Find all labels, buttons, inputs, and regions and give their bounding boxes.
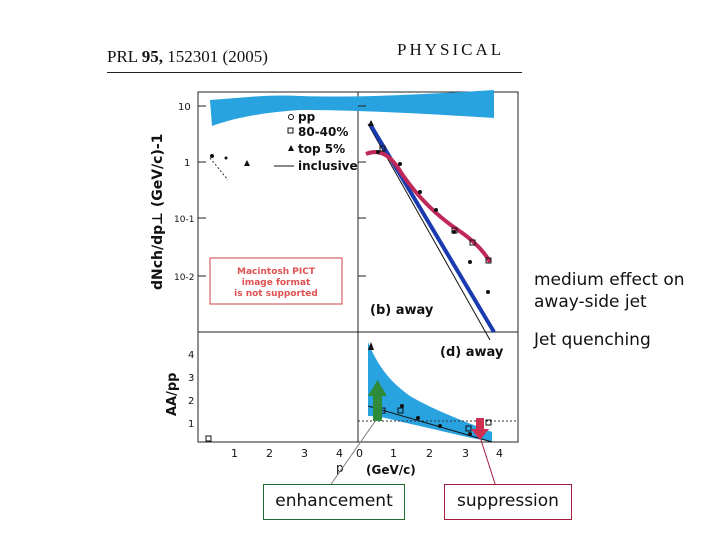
svg-text:1: 1 xyxy=(231,447,238,460)
panel-d-label: (d) away xyxy=(440,345,504,360)
panel-a-dash xyxy=(209,157,229,181)
svg-text:0: 0 xyxy=(356,447,363,460)
bottom-y-ticks: 4 3 2 1 xyxy=(188,350,194,430)
legend-pp: pp xyxy=(298,110,316,124)
suppression-label: suppression xyxy=(444,484,572,520)
enhancement-label: enhancement xyxy=(263,484,405,520)
inclusive-line xyxy=(367,123,491,341)
journal-prefix: PRL xyxy=(107,47,138,66)
panel-d-trend xyxy=(367,405,493,443)
svg-text:Macintosh PICT: Macintosh PICT xyxy=(237,267,316,277)
suppression-connector xyxy=(480,439,498,491)
legend: pp 80-40% top 5% inclusive xyxy=(274,110,358,173)
legend-80-40: 80-40% xyxy=(298,125,348,139)
journal-citation: PRL 95, 152301 (2005) xyxy=(107,47,268,67)
tick-10: 10 xyxy=(178,102,191,113)
panel-b-open-points xyxy=(379,145,492,264)
panel-d-frame xyxy=(357,331,519,443)
journal-volume: 95, xyxy=(141,47,164,66)
svg-text:2: 2 xyxy=(426,447,433,460)
pict-placeholder xyxy=(209,257,343,305)
svg-text:AA/pp: AA/pp xyxy=(165,373,180,416)
panel-b-label: (b) away xyxy=(370,303,434,318)
svg-text:dNch/dp⊥ (GeV/c)-1: dNch/dp⊥ (GeV/c)-1 xyxy=(150,134,166,290)
panel-b-points xyxy=(368,120,490,294)
svg-text:4: 4 xyxy=(496,447,503,460)
tick-1: 1 xyxy=(184,158,190,169)
article-year: 152301 (2005) xyxy=(167,47,268,66)
svg-text:is not supported: is not supported xyxy=(234,289,318,299)
panel-d-points xyxy=(368,342,472,436)
x-ticks-left: 1 2 3 4 xyxy=(231,447,343,460)
enhancement-connector xyxy=(326,419,377,491)
medium-effect-callout: medium effect on away-side jet xyxy=(534,270,685,312)
svg-text:3: 3 xyxy=(188,373,194,384)
pp-reference-band xyxy=(210,90,494,126)
x-ticks-right: 0 1 2 3 4 xyxy=(356,447,503,460)
legend-top5: top 5% xyxy=(298,142,345,156)
suppression-arrow xyxy=(471,418,489,440)
panel-a-points xyxy=(210,154,250,166)
svg-text:4: 4 xyxy=(188,350,194,361)
top-left-ticks xyxy=(198,105,366,277)
header-rule xyxy=(107,72,522,73)
top-y-axis-label: dNch/dp⊥ (GeV/c)-1 xyxy=(150,134,166,290)
bottom-y-axis-label: AA/pp xyxy=(165,373,180,416)
svg-text:2: 2 xyxy=(266,447,273,460)
svg-text:3: 3 xyxy=(301,447,308,460)
figure: dNch/dp⊥ (GeV/c)-1 10 1 10-1 10-2 pp 80-… xyxy=(150,90,519,477)
raa-band xyxy=(368,342,492,442)
svg-text:3: 3 xyxy=(462,447,469,460)
x-label-right: (GeV/c) xyxy=(366,463,416,477)
pict-placeholder-text: Macintosh PICT image format is not suppo… xyxy=(234,267,318,299)
tick-10m2: 10-2 xyxy=(174,273,194,283)
svg-text:1: 1 xyxy=(188,419,194,430)
svg-text:2: 2 xyxy=(188,396,194,407)
svg-text:4: 4 xyxy=(336,447,343,460)
svg-text:image format: image format xyxy=(242,278,311,288)
tick-10m1: 10-1 xyxy=(174,215,194,225)
legend-inclusive: inclusive xyxy=(298,159,358,173)
enhancement-arrow xyxy=(368,380,387,421)
panel-c-point xyxy=(205,435,212,442)
svg-text:1: 1 xyxy=(390,447,397,460)
journal-name: PHYSICAL xyxy=(397,40,505,59)
jet-quenching-callout: Jet quenching xyxy=(534,330,651,350)
x-label-left: p xyxy=(336,461,344,475)
